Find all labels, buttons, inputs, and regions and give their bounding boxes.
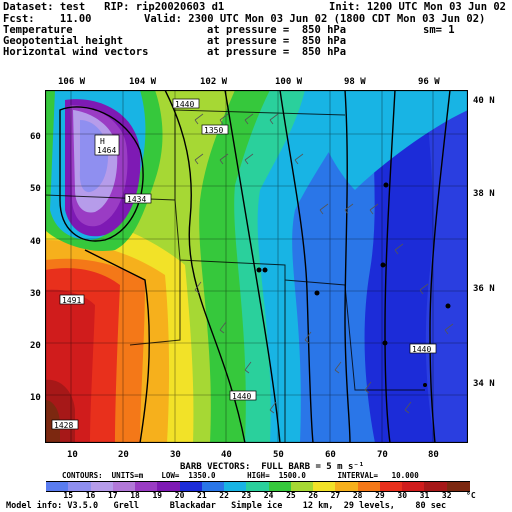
colorbar-swatch — [379, 481, 403, 492]
contour-legend: CONTOURS: UNITS=m LOW= 1350.0 HIGH= 1500… — [62, 471, 419, 480]
contour-label: 1440 — [229, 390, 257, 401]
temperature-map: 1440 1350 H 1464 1491 1440 1440 1428 — [45, 90, 468, 443]
lon-label: 100 W — [275, 77, 303, 87]
lon-label: 98 W — [344, 77, 366, 87]
lat-label: 34 N — [473, 379, 495, 389]
colorbar-label: 21 — [197, 491, 207, 500]
model-info: Model info: V3.5.0 Grell Blackadar Simpl… — [6, 501, 447, 511]
contour-label-text: 1440 — [175, 100, 194, 109]
x-tick-label: 20 — [118, 450, 129, 460]
contour-label-text: 1440 — [232, 392, 251, 401]
y-tick-label: 40 — [30, 237, 41, 247]
lat-label: 36 N — [473, 284, 495, 294]
colorbar-label: 30 — [397, 491, 408, 500]
colorbar-swatch — [424, 481, 448, 492]
colorbar-label: 24 — [263, 491, 274, 500]
field-level-temperature: at pressure = 850 hPa — [207, 24, 347, 36]
high-value: 1464 — [97, 146, 116, 155]
colorbar-label: 28 — [352, 491, 363, 500]
colorbar-swatch — [268, 481, 292, 492]
dataset-line: Dataset: test RIP: rip20020603 d1 — [3, 1, 225, 13]
x-tick-label: 50 — [273, 450, 284, 460]
colorbar-swatch — [402, 481, 426, 492]
contour-label-text: 1434 — [127, 195, 146, 204]
colorbar-label: 23 — [241, 491, 252, 500]
colorbar-label: 15 — [63, 491, 74, 500]
high-marker: H 1464 — [94, 134, 120, 156]
forecast-line: Fcst: 11.00 — [3, 13, 92, 25]
init-line: Init: 1200 UTC Mon 03 Jun 02 — [329, 1, 507, 13]
field-name-temperature: Temperature — [3, 24, 73, 36]
colorbar-label: 20 — [174, 491, 185, 500]
colorbar-label: 19 — [152, 491, 163, 500]
colorbar-swatch — [313, 481, 337, 492]
colorbar-label: 27 — [330, 491, 341, 500]
colorbar-swatch — [68, 481, 92, 492]
colorbar-label: 18 — [130, 491, 140, 500]
barb-legend: BARB VECTORS: FULL BARB = 5 m s⁻¹ — [180, 462, 365, 472]
high-symbol: H — [100, 137, 105, 146]
colorbar-label: 26 — [308, 491, 318, 500]
colorbar-swatch — [112, 481, 136, 492]
contour-label: 1491 — [59, 294, 85, 305]
x-tick-label: 40 — [221, 450, 232, 460]
colorbar-swatch — [357, 481, 381, 492]
contour-label-text: 1350 — [204, 126, 223, 135]
valid-line: Valid: 2300 UTC Mon 03 Jun 02 (1800 CDT … — [144, 13, 486, 25]
contour-label: 1434 — [124, 193, 152, 204]
y-tick-label: 10 — [30, 393, 41, 403]
contour-label: 1440 — [172, 98, 200, 109]
colorbar-swatch — [157, 481, 181, 492]
lon-label: 96 W — [418, 77, 440, 87]
x-tick-label: 30 — [170, 450, 181, 460]
x-tick-label: 80 — [428, 450, 439, 460]
contour-label-text: 1440 — [412, 345, 431, 354]
colorbar-swatch — [246, 481, 270, 492]
contour-label: 1440 — [409, 343, 437, 354]
colorbar-swatch — [446, 481, 470, 492]
contour-label: 1428 — [51, 419, 79, 430]
field-name-height: Geopotential height — [3, 35, 124, 47]
y-tick-label: 20 — [30, 341, 41, 351]
contour-label: 1350 — [201, 124, 229, 135]
contour-label-text: 1491 — [62, 296, 81, 305]
colorbar-label: 29 — [375, 491, 385, 500]
lon-label: 106 W — [58, 77, 86, 87]
x-tick-label: 60 — [325, 450, 336, 460]
lon-label: 102 W — [200, 77, 228, 87]
colorbar-swatch — [90, 481, 114, 492]
colorbar-swatch — [46, 481, 69, 492]
colorbar-swatch — [179, 481, 203, 492]
colorbar-unit: °C — [466, 491, 476, 500]
lon-label: 104 W — [129, 77, 157, 87]
colorbar-swatch — [290, 481, 314, 492]
field-name-wind: Horizontal wind vectors — [3, 46, 149, 58]
colorbar-swatch — [224, 481, 248, 492]
x-tick-label: 10 — [67, 450, 78, 460]
field-level-height: at pressure = 850 hPa — [207, 35, 347, 47]
x-tick-label: 70 — [377, 450, 388, 460]
field-level-wind: at pressure = 850 hPa — [207, 46, 347, 58]
y-tick-label: 60 — [30, 132, 41, 142]
smoothing-label: sm= 1 — [423, 24, 455, 36]
colorbar-label: 32 — [441, 491, 452, 500]
lat-label: 40 N — [473, 96, 495, 106]
y-tick-label: 50 — [30, 184, 41, 194]
colorbar-label: 22 — [219, 491, 229, 500]
colorbar-swatch — [201, 481, 225, 492]
colorbar-label: 31 — [419, 491, 430, 500]
colorbar-swatch — [135, 481, 159, 492]
lat-label: 38 N — [473, 189, 495, 199]
colorbar-label: 17 — [107, 491, 118, 500]
y-tick-label: 30 — [30, 289, 41, 299]
colorbar-label: 25 — [286, 491, 296, 500]
colorbar-swatch — [335, 481, 359, 492]
contour-label-text: 1428 — [54, 421, 73, 430]
colorbar-label: 16 — [85, 491, 96, 500]
